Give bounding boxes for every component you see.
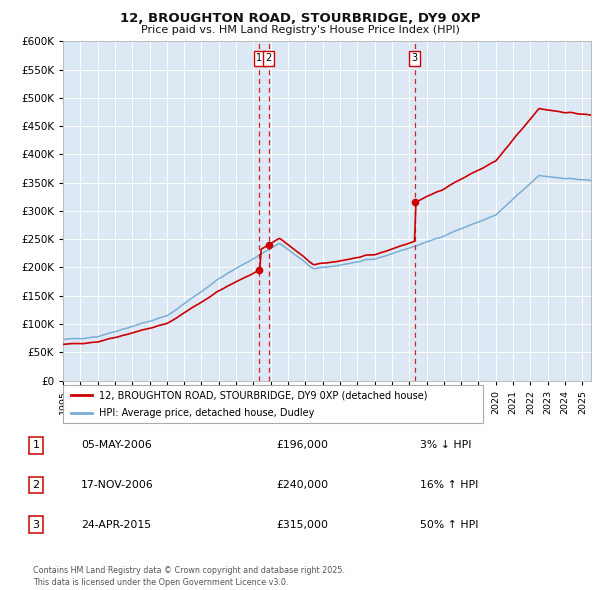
FancyBboxPatch shape: [63, 385, 483, 423]
Text: £315,000: £315,000: [276, 520, 328, 529]
Text: 50% ↑ HPI: 50% ↑ HPI: [420, 520, 479, 529]
Text: £240,000: £240,000: [276, 480, 328, 490]
Text: 05-MAY-2006: 05-MAY-2006: [81, 441, 152, 450]
Text: 3: 3: [412, 53, 418, 63]
Text: 2: 2: [32, 480, 40, 490]
Text: 12, BROUGHTON ROAD, STOURBRIDGE, DY9 0XP (detached house): 12, BROUGHTON ROAD, STOURBRIDGE, DY9 0XP…: [98, 390, 427, 400]
Text: 16% ↑ HPI: 16% ↑ HPI: [420, 480, 478, 490]
Text: 1: 1: [32, 441, 40, 450]
Text: 3% ↓ HPI: 3% ↓ HPI: [420, 441, 472, 450]
Text: Contains HM Land Registry data © Crown copyright and database right 2025.
This d: Contains HM Land Registry data © Crown c…: [33, 566, 345, 587]
Text: 1: 1: [256, 53, 262, 63]
Text: £196,000: £196,000: [276, 441, 328, 450]
Text: 3: 3: [32, 520, 40, 529]
Text: 2: 2: [266, 53, 272, 63]
Text: 24-APR-2015: 24-APR-2015: [81, 520, 151, 529]
Text: HPI: Average price, detached house, Dudley: HPI: Average price, detached house, Dudl…: [98, 408, 314, 418]
Text: 12, BROUGHTON ROAD, STOURBRIDGE, DY9 0XP: 12, BROUGHTON ROAD, STOURBRIDGE, DY9 0XP: [120, 12, 480, 25]
Text: Price paid vs. HM Land Registry's House Price Index (HPI): Price paid vs. HM Land Registry's House …: [140, 25, 460, 35]
Text: 17-NOV-2006: 17-NOV-2006: [81, 480, 154, 490]
